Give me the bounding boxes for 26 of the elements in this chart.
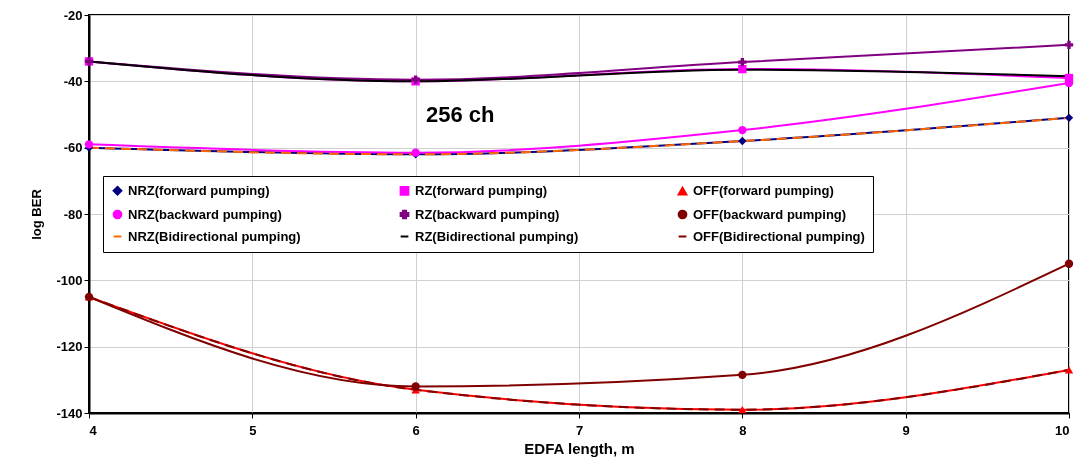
x-tick-label: 7: [575, 422, 584, 438]
x-tick-label: 5: [249, 422, 257, 438]
legend-label: RZ(forward pumping): [415, 182, 548, 198]
y-tick-label: -60: [63, 140, 83, 156]
y-tick-label: -100: [56, 272, 83, 288]
y-tick-label: -120: [56, 339, 83, 355]
x-tick-label: 9: [902, 422, 910, 438]
x-tick-label: 8: [739, 422, 747, 438]
x-tick-label: 10: [1055, 422, 1070, 438]
legend-label: OFF(forward pumping): [693, 183, 834, 199]
x-tick-label: 6: [412, 422, 420, 438]
y-tick-label: -140: [56, 405, 83, 421]
x-tick-label: 4: [89, 422, 98, 438]
legend-label: OFF(backward pumping): [693, 206, 847, 222]
y-axis-title: log BER: [29, 188, 45, 240]
y-tick-label: -40: [63, 73, 83, 89]
legend-label: NRZ(forward pumping): [128, 182, 270, 198]
y-tick-label: -20: [63, 7, 83, 23]
annotation: 256 ch: [426, 102, 495, 127]
y-tick-label: -80: [63, 206, 83, 222]
legend-label: NRZ(Bidirectional pumping): [128, 228, 301, 244]
legend-label: RZ(Bidirectional pumping): [415, 228, 579, 244]
legend-label: RZ(backward pumping): [415, 206, 560, 222]
legend-label: OFF(Bidirectional pumping): [693, 228, 865, 244]
legend-label: NRZ(backward pumping): [128, 206, 282, 222]
x-axis-title: EDFA length, m: [524, 439, 635, 457]
